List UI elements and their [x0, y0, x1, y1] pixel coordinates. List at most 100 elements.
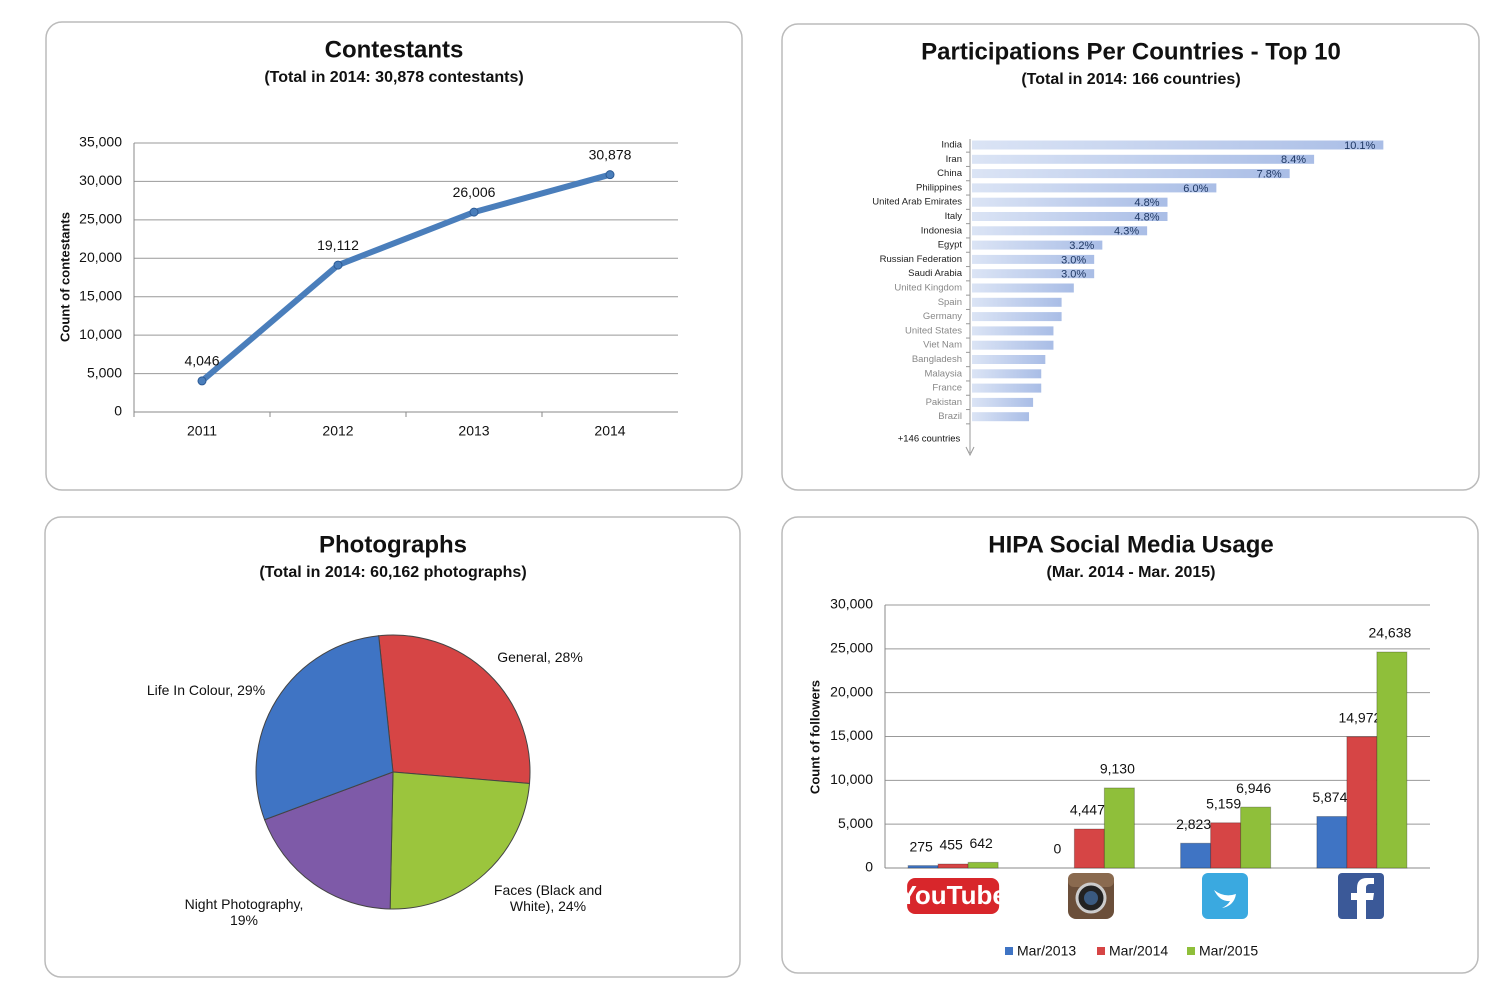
- y-tick-label: 0: [114, 403, 122, 419]
- category-label: Iran: [946, 154, 962, 165]
- bar: [972, 340, 1054, 350]
- data-label: 3.0%: [1061, 254, 1086, 266]
- axis-arrow: [965, 446, 975, 457]
- data-label: 5,874: [1312, 789, 1347, 805]
- y-axis-label: Count of contestants: [57, 212, 72, 342]
- data-label: 14,972: [1338, 709, 1381, 725]
- panel: [45, 21, 743, 491]
- data-label: 26,006: [453, 184, 496, 200]
- y-tick-label: 15,000: [79, 287, 122, 303]
- bar: [1376, 651, 1408, 869]
- y-tick-label: 15,000: [830, 727, 873, 743]
- bar: [1240, 806, 1272, 869]
- chart-subtitle: (Total in 2014: 166 countries): [1021, 71, 1240, 88]
- y-tick-label: 5,000: [87, 364, 122, 380]
- data-label: 10.1%: [1344, 140, 1375, 152]
- x-tick-label: YouTube: [899, 880, 1006, 910]
- y-tick-label: 25,000: [79, 211, 122, 227]
- legend-label: Mar/2013: [1017, 943, 1076, 959]
- x-tick-label: 2012: [322, 423, 353, 439]
- slice-label: General, 28%: [497, 649, 583, 665]
- slice-label: Night Photography, 19%: [184, 896, 304, 928]
- data-label: 642: [969, 835, 993, 851]
- category-label: Russian Federation: [880, 254, 962, 265]
- category-label: Brazil: [938, 411, 962, 422]
- bar: [972, 254, 1095, 264]
- bar: [972, 383, 1042, 393]
- category-label: United Kingdom: [894, 283, 962, 294]
- y-tick-label: 30,000: [79, 172, 122, 188]
- panel: [781, 516, 1479, 974]
- legend-swatch: [1005, 947, 1013, 955]
- bar: [1073, 828, 1105, 869]
- y-tick-label: 10,000: [79, 326, 122, 342]
- bar: [972, 226, 1148, 236]
- category-label: Viet Nam: [923, 340, 962, 351]
- data-label: 5,159: [1206, 795, 1241, 811]
- y-tick-label: 5,000: [838, 815, 873, 831]
- pie-slice: [389, 771, 531, 910]
- data-label: 3.0%: [1061, 269, 1086, 281]
- legend-swatch: [1187, 947, 1195, 955]
- bar: [972, 169, 1290, 179]
- bar: [967, 861, 999, 869]
- slice-label: Life In Colour, 29%: [146, 682, 266, 698]
- bar: [937, 863, 969, 869]
- data-label: 2,823: [1176, 816, 1211, 832]
- data-label: 8.4%: [1281, 154, 1306, 166]
- bar: [1180, 842, 1212, 869]
- y-tick-label: 35,000: [79, 134, 122, 150]
- chart-title: Contestants: [325, 36, 464, 63]
- data-label: 30,878: [589, 146, 632, 162]
- chart-subtitle: (Total in 2014: 30,878 contestants): [264, 69, 523, 86]
- x-tick-label: 2013: [458, 423, 489, 439]
- chart-title: Participations Per Countries - Top 10: [921, 38, 1341, 65]
- data-label: 4.8%: [1134, 197, 1159, 209]
- y-tick-label: 30,000: [830, 596, 873, 612]
- data-label: 6,946: [1236, 780, 1271, 796]
- bar: [972, 369, 1042, 379]
- chart-title: Photographs: [319, 531, 467, 558]
- bar: [972, 240, 1103, 250]
- category-label: Bangladesh: [912, 354, 962, 365]
- legend-swatch: [1097, 947, 1105, 955]
- x-tick-label: 2011: [187, 423, 217, 439]
- bar: [972, 154, 1315, 164]
- category-label: Malaysia: [925, 368, 963, 379]
- bar: [972, 269, 1095, 279]
- category-label: Spain: [938, 297, 962, 308]
- bar: [1103, 787, 1135, 869]
- data-label: 7.8%: [1257, 169, 1282, 181]
- bar: [972, 412, 1030, 422]
- data-label: 6.0%: [1183, 183, 1208, 195]
- slice-label: Faces (Black and White), 24%: [493, 882, 603, 914]
- pie-slice: [378, 634, 531, 785]
- point: [197, 376, 207, 386]
- category-label: China: [937, 168, 963, 179]
- y-tick-label: 20,000: [830, 683, 873, 699]
- twitter-icon: [1202, 873, 1248, 919]
- bar: [972, 397, 1034, 407]
- y-tick-label: 0: [865, 859, 873, 875]
- pie-slice: [255, 635, 394, 821]
- data-label: 4,447: [1070, 802, 1105, 818]
- category-label: India: [941, 140, 962, 151]
- category-label: Pakistan: [926, 397, 962, 408]
- category-label: Egypt: [938, 240, 963, 251]
- pie-slice: [263, 771, 394, 910]
- chart-title: HIPA Social Media Usage: [988, 531, 1273, 558]
- data-label: 3.2%: [1069, 240, 1094, 252]
- data-label: 455: [939, 837, 963, 853]
- category-label: Indonesia: [921, 225, 963, 236]
- data-label: 275: [909, 838, 933, 854]
- bar: [972, 355, 1046, 364]
- category-label: Philippines: [916, 182, 962, 193]
- point: [333, 260, 343, 270]
- data-label: 4,046: [184, 353, 219, 369]
- category-label: Italy: [945, 211, 963, 222]
- data-label: 4.8%: [1134, 211, 1159, 223]
- data-label: 24,638: [1368, 625, 1411, 641]
- facebook-icon: [1338, 873, 1384, 919]
